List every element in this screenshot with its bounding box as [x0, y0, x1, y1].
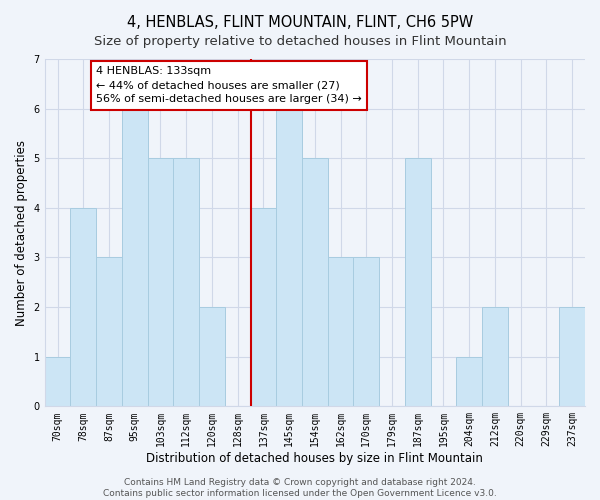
- Bar: [276, 108, 302, 406]
- Bar: [405, 158, 431, 406]
- X-axis label: Distribution of detached houses by size in Flint Mountain: Distribution of detached houses by size …: [146, 452, 483, 465]
- Bar: [44, 356, 70, 406]
- Bar: [251, 208, 276, 406]
- Bar: [328, 258, 353, 406]
- Text: 4 HENBLAS: 133sqm
← 44% of detached houses are smaller (27)
56% of semi-detached: 4 HENBLAS: 133sqm ← 44% of detached hous…: [96, 66, 362, 104]
- Bar: [199, 307, 225, 406]
- Bar: [70, 208, 96, 406]
- Text: Size of property relative to detached houses in Flint Mountain: Size of property relative to detached ho…: [94, 35, 506, 48]
- Bar: [148, 158, 173, 406]
- Bar: [302, 158, 328, 406]
- Bar: [482, 307, 508, 406]
- Bar: [96, 258, 122, 406]
- Text: Contains HM Land Registry data © Crown copyright and database right 2024.
Contai: Contains HM Land Registry data © Crown c…: [103, 478, 497, 498]
- Y-axis label: Number of detached properties: Number of detached properties: [15, 140, 28, 326]
- Bar: [353, 258, 379, 406]
- Bar: [122, 108, 148, 406]
- Bar: [173, 158, 199, 406]
- Bar: [559, 307, 585, 406]
- Bar: [457, 356, 482, 406]
- Text: 4, HENBLAS, FLINT MOUNTAIN, FLINT, CH6 5PW: 4, HENBLAS, FLINT MOUNTAIN, FLINT, CH6 5…: [127, 15, 473, 30]
